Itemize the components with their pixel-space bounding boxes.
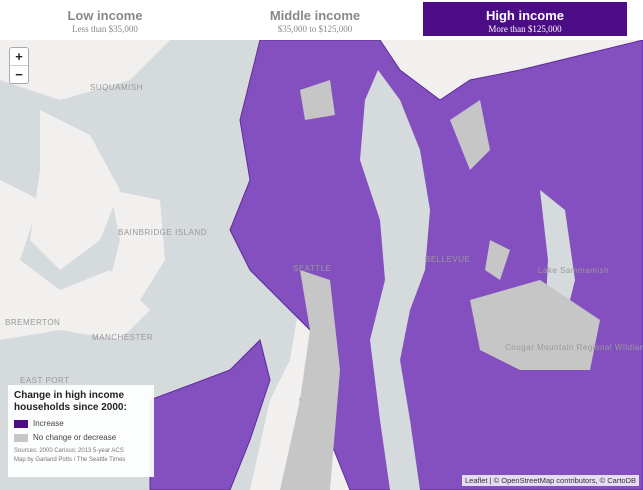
map[interactable]: SUQUAMISH BAINBRIDGE ISLAND BREMERTON MA… xyxy=(0,40,643,490)
legend-title: Change in high income households since 2… xyxy=(14,390,127,413)
lake-washington xyxy=(360,70,430,490)
legend-label: No change or decrease xyxy=(33,433,117,442)
place-label: SEATTLE xyxy=(293,264,331,273)
place-label: MANCHESTER xyxy=(92,333,153,342)
legend-label: Increase xyxy=(33,419,64,428)
tab-subtitle: $35,000 to $125,000 xyxy=(277,24,353,34)
legend-item: No change or decrease xyxy=(14,433,148,442)
place-label: BREMERTON xyxy=(5,318,60,327)
increase-area xyxy=(149,339,271,490)
place-label: BAINBRIDGE ISLAND xyxy=(118,228,207,237)
tab[interactable]: Middle income $35,000 to $125,000 xyxy=(213,2,417,36)
legend: Change in high income households since 2… xyxy=(8,385,154,477)
tab-subtitle: Less than $35,000 xyxy=(72,24,138,34)
tab-title: Middle income xyxy=(269,8,361,23)
place-label: SUQUAMISH xyxy=(90,83,143,92)
tab[interactable]: Low income Less than $35,000 xyxy=(3,2,207,36)
island xyxy=(30,110,120,270)
sources: Sources: 2000 Census; 2013 5-year ACS xyxy=(14,448,124,454)
place-label: EAST PORT xyxy=(20,376,70,385)
tab-title: Low income xyxy=(67,8,143,23)
place-label: Lake Sammamish xyxy=(538,266,609,275)
tab-active[interactable]: High income More than $125,000 xyxy=(423,2,627,36)
swatch xyxy=(14,433,28,442)
island xyxy=(110,190,165,300)
zoom-control: + − xyxy=(9,47,29,84)
place-label: Cougar Mountain Regional Wildland Park xyxy=(505,343,643,352)
no-change-area xyxy=(300,80,510,280)
income-tabs: Low income Less than $35,000 Middle incom… xyxy=(0,0,643,38)
place-label: BELLEVUE xyxy=(425,255,470,264)
credit: Map by Garland Potts / The Seattle Times xyxy=(14,457,126,463)
no-change-area xyxy=(280,270,340,490)
zoom-out[interactable]: − xyxy=(10,65,28,83)
swatch xyxy=(14,419,28,428)
zoom-in[interactable]: + xyxy=(15,49,23,64)
attribution[interactable]: Leaflet | © OpenStreetMap contributors, … xyxy=(462,475,639,486)
tab-subtitle: More than $125,000 xyxy=(488,24,562,34)
no-change-area xyxy=(470,280,600,370)
legend-item: Increase xyxy=(14,419,148,428)
tab-title: High income xyxy=(485,8,564,23)
